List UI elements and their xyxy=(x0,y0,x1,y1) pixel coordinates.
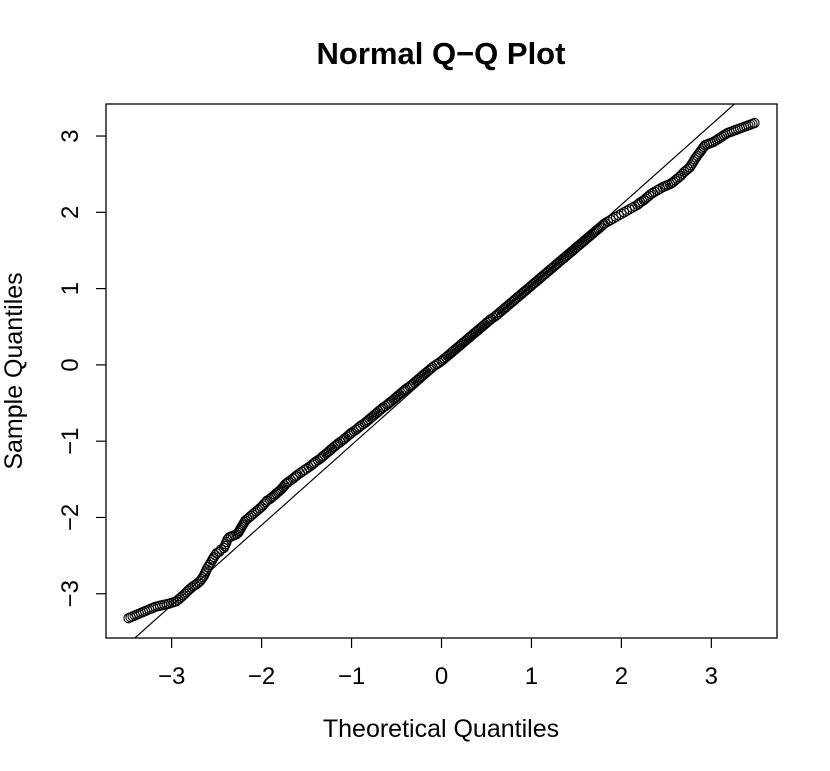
chart-title: Normal Q−Q Plot xyxy=(317,36,566,71)
data-point xyxy=(621,205,632,216)
data-point xyxy=(675,170,686,181)
data-point xyxy=(613,210,624,221)
data-point xyxy=(600,217,611,229)
y-axis: −3 −2 −1 0 1 2 3 xyxy=(57,129,106,607)
data-point xyxy=(618,207,630,218)
data-point xyxy=(694,147,706,158)
y-tick-label: −3 xyxy=(57,580,84,607)
data-point xyxy=(196,573,207,585)
data-point xyxy=(610,211,622,223)
data-point xyxy=(597,220,608,231)
data-point xyxy=(693,148,704,160)
x-tick-label: −1 xyxy=(338,663,365,690)
data-point xyxy=(195,575,206,586)
data-point xyxy=(692,150,703,161)
data-point xyxy=(696,145,707,156)
x-tick-label: 0 xyxy=(435,663,448,690)
data-point xyxy=(605,214,616,226)
x-tick-label: 3 xyxy=(705,663,718,690)
x-tick-label: 1 xyxy=(525,663,538,690)
data-point xyxy=(749,117,760,129)
x-tick-label: −3 xyxy=(158,663,185,690)
data-point xyxy=(602,216,614,227)
data-point xyxy=(649,186,660,197)
x-tick-label: 2 xyxy=(615,663,628,690)
data-point xyxy=(608,213,619,224)
data-point xyxy=(690,152,702,163)
data-point xyxy=(644,190,655,201)
data-point xyxy=(673,172,685,183)
y-tick-label: 3 xyxy=(57,129,84,142)
y-axis-label: Sample Quantiles xyxy=(0,272,28,469)
y-tick-label: 1 xyxy=(57,282,84,295)
data-point xyxy=(616,208,627,220)
y-tick-label: −2 xyxy=(57,504,84,531)
data-point xyxy=(222,534,233,545)
y-tick-label: 0 xyxy=(57,358,84,371)
x-axis-label: Theoretical Quantiles xyxy=(323,715,559,743)
x-axis: −3 −2 −1 0 1 2 3 xyxy=(158,638,718,690)
y-tick-label: −1 xyxy=(57,427,84,454)
y-tick-label: 2 xyxy=(57,206,84,219)
data-point xyxy=(186,582,197,593)
data-point xyxy=(207,553,219,564)
sample-points xyxy=(123,117,760,624)
data-point xyxy=(624,204,635,215)
x-tick-label: −2 xyxy=(248,663,275,690)
